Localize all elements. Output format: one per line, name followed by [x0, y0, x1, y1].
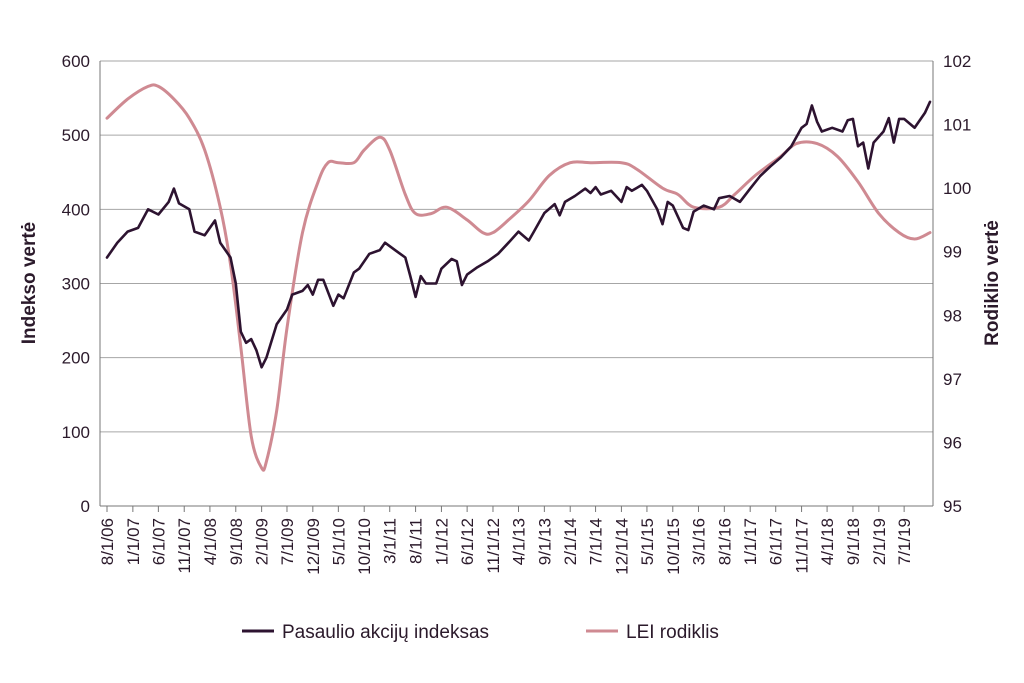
y2-tick-label: 99	[943, 243, 962, 262]
y2-tick-label: 100	[943, 179, 971, 198]
x-tick-label: 12/1/09	[304, 518, 323, 575]
x-tick-label: 10/1/15	[664, 518, 683, 575]
y-tick-label: 200	[62, 349, 90, 368]
x-tick-label: 11/1/07	[175, 518, 194, 573]
x-tick-label: 11/1/12	[484, 518, 503, 573]
series-lines	[105, 83, 932, 472]
x-tick-label: 10/1/10	[355, 518, 374, 575]
x-tick-label: 7/1/09	[278, 518, 297, 565]
x-tick-label: 9/1/13	[535, 518, 554, 565]
series-line-world-index	[105, 100, 932, 369]
y2-axis-title: Rodiklio vertė	[982, 220, 1003, 346]
y2-tick-label: 98	[943, 306, 962, 325]
gridlines	[99, 60, 934, 507]
x-tick-label: 6/1/07	[149, 518, 168, 565]
y2-tick-label: 97	[943, 370, 962, 389]
x-tick-label: 11/1/17	[793, 518, 812, 573]
x-tick-label: 9/1/18	[844, 518, 863, 565]
x-tick-label: 9/1/08	[227, 518, 246, 565]
y-axis-title: Indekso vertė	[19, 222, 40, 345]
y-tick-label: 300	[62, 275, 90, 294]
x-tick-label: 8/1/06	[98, 518, 117, 565]
x-tick-label: 1/1/17	[741, 518, 760, 565]
series-line-lei	[105, 83, 932, 472]
x-tick-label: 1/1/07	[124, 518, 143, 565]
legend-label-world-index: Pasaulio akcijų indeksas	[282, 622, 489, 643]
x-tick-label: 7/1/14	[587, 518, 606, 565]
y-tick-label: 400	[62, 200, 90, 219]
x-tick-label: 7/1/19	[895, 518, 914, 565]
x-tick-label: 3/1/16	[689, 518, 708, 565]
x-tick-label: 8/1/16	[715, 518, 734, 565]
x-tick-label: 6/1/12	[458, 518, 477, 565]
x-tick-label: 2/1/19	[870, 518, 889, 565]
x-tick-label: 4/1/08	[201, 518, 220, 565]
x-tick-label: 1/1/12	[432, 518, 451, 565]
x-tick-label: 2/1/14	[561, 518, 580, 565]
y2-tick-label: 96	[943, 433, 962, 452]
x-tick-label: 2/1/09	[253, 518, 272, 565]
y-tick-label: 100	[62, 423, 90, 442]
x-tick-label: 5/1/15	[638, 518, 657, 565]
left-axis-ticks: 0 100 200 300 400 500 600	[62, 52, 90, 516]
x-axis-ticks: 8/1/06 1/1/07 6/1/07 11/1/07 4/1/08 9/1/08 2/1…	[98, 506, 914, 575]
x-tick-label: 8/1/11	[407, 518, 426, 564]
y-tick-label: 600	[62, 52, 90, 71]
x-tick-label: 4/1/18	[818, 518, 837, 565]
x-tick-label: 6/1/17	[767, 518, 786, 565]
y-tick-label: 0	[81, 497, 90, 516]
y2-tick-label: 102	[943, 52, 971, 71]
x-tick-label: 12/1/14	[612, 518, 631, 575]
x-tick-label: 5/1/10	[329, 518, 348, 565]
y-tick-label: 500	[62, 126, 90, 145]
y2-tick-label: 95	[943, 497, 962, 516]
x-tick-label: 4/1/13	[510, 518, 529, 565]
x-tick-label: 3/1/11	[381, 518, 400, 564]
right-axis-ticks: 95 96 97 98 99 100 101 102	[943, 52, 971, 516]
y2-tick-label: 101	[943, 116, 971, 135]
legend: Pasaulio akcijų indeksas LEI rodiklis	[242, 622, 719, 643]
legend-label-lei: LEI rodiklis	[626, 622, 719, 643]
